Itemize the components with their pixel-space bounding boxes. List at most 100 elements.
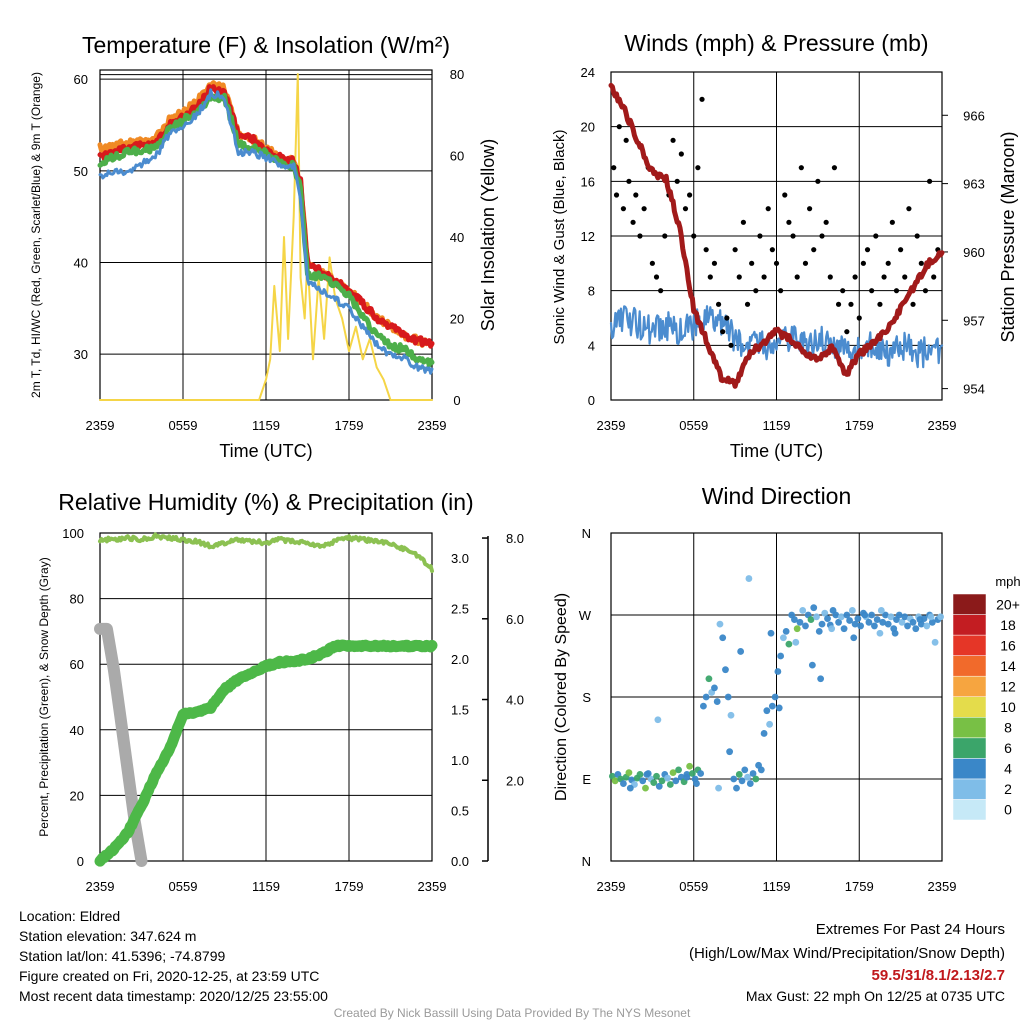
wind-direction-point (733, 784, 740, 792)
wind-direction-point (771, 693, 779, 701)
rh-ytick-label: 80 (70, 592, 84, 607)
wind-direction-point (928, 618, 936, 626)
gust-point (881, 274, 887, 280)
dir-ytick-label: S (582, 690, 591, 705)
wind-direction-point (738, 777, 746, 785)
gust-point (765, 206, 771, 212)
wind-direction-point (763, 707, 771, 715)
wind-direction-point (912, 625, 920, 633)
gust-point (823, 219, 829, 225)
wind-direction-point (700, 702, 707, 710)
temp-yaxis-label: 2m T, Td, HI/WC (Red, Green, Scarlet/Blu… (29, 72, 43, 398)
gust-point (794, 274, 800, 280)
temp-series-1 (97, 92, 435, 368)
wind-direction-point (807, 616, 815, 623)
gust-point (827, 274, 833, 280)
precip-ytick-label: 1.5 (451, 703, 469, 718)
wind-direction-point (854, 615, 862, 623)
gust-point (864, 247, 871, 253)
wind-direction-point (923, 622, 931, 630)
gust-point (898, 247, 904, 253)
gust-point (691, 233, 697, 239)
wind-direction-point (658, 777, 666, 785)
wind-direction-point (620, 780, 627, 787)
wind-direction-point (891, 629, 899, 637)
wind-direction-point (642, 784, 649, 792)
pressure-ytick-label: 963 (963, 177, 985, 192)
wind-panel-title: Winds (mph) & Pressure (mb) (624, 30, 928, 56)
wind-direction-point (904, 622, 911, 630)
gust-point (732, 247, 738, 253)
wind-direction-point (777, 652, 785, 660)
rh-frame (99, 532, 433, 862)
wind-direction-point (711, 684, 718, 692)
rh-xtick-label: 2359 (418, 879, 447, 894)
wind-direction-point (832, 611, 840, 619)
gust-point (715, 301, 722, 307)
dir-xtick-label: 2359 (597, 879, 626, 894)
temp-xtick-label: 2359 (418, 418, 447, 433)
speed-legend-swatch (952, 717, 987, 739)
rh-xtick-label: 1759 (335, 879, 364, 894)
wind-direction-point (821, 609, 829, 617)
dir-ytick-label: W (579, 608, 592, 623)
wind-direction-point (697, 770, 705, 777)
gust-point (699, 96, 705, 102)
gust-point (623, 137, 629, 143)
speed-legend-label: 16 (1000, 637, 1016, 653)
gust-point (914, 233, 920, 239)
wind-direction-point (828, 625, 836, 633)
wind-direction-point (683, 773, 691, 781)
relative-humidity-line (98, 532, 434, 573)
dir-panel-title: Wind Direction (702, 483, 852, 509)
gust-point (852, 274, 858, 280)
wind-direction-point (768, 702, 776, 710)
gust-point (773, 260, 780, 266)
wind-direction-point (730, 775, 738, 783)
wind-direction-point (882, 611, 889, 619)
rh-ytick-label: 20 (70, 788, 84, 803)
dir-xtick-label: 1759 (845, 879, 874, 894)
wind-ytick-label: 24 (581, 65, 595, 80)
wind-xaxis-label: Time (UTC) (730, 441, 823, 461)
wind-direction-point (775, 704, 783, 712)
dir-xtick-label: 2359 (928, 879, 957, 894)
gust-point (641, 206, 647, 212)
temp-ytick-label: 30 (74, 347, 88, 362)
wind-direction-point (850, 634, 858, 642)
wind-direction-point (693, 780, 700, 787)
wind-direction-point (636, 771, 644, 778)
wind-direction-point (611, 777, 619, 785)
wind-direction-point (865, 618, 873, 626)
pressure-ytick-label: 954 (963, 382, 985, 397)
wind-direction-point (757, 766, 765, 774)
gust-point (869, 288, 875, 294)
rh-ytick-label: 60 (70, 657, 84, 672)
dir-ytick-label: N (582, 526, 591, 541)
rh-xtick-label: 0559 (169, 879, 198, 894)
dir-ytick-label: N (582, 854, 591, 869)
wind-direction-point (824, 615, 831, 623)
dir-frame (610, 532, 943, 862)
pressure-ytick-label: 960 (963, 245, 985, 260)
gust-point (906, 206, 912, 212)
wind-direction-point (726, 748, 734, 756)
wind-direction-point (672, 777, 680, 785)
snow-ytick-label: 8.0 (506, 531, 524, 546)
gust-point (844, 329, 850, 335)
wind-direction-point (813, 613, 820, 621)
wind-yaxis-label: Sonic Wind & Gust (Blue, Black) (551, 129, 568, 344)
gust-point (637, 233, 643, 239)
temp-xaxis-label: Time (UTC) (219, 441, 312, 461)
wind-xtick-label: 0559 (679, 418, 708, 433)
temp-ytick-label: 40 (74, 256, 88, 271)
wind-direction-point (815, 628, 823, 635)
gust-point (620, 206, 627, 212)
latlon-text: Station lat/lon: 41.5396; -74.8799 (19, 948, 226, 964)
wind-direction-point (810, 604, 818, 612)
wind-direction-point (861, 611, 869, 619)
rh-ytick-label: 40 (70, 723, 84, 738)
speed-legend-swatch (952, 737, 987, 759)
wind-direction-point (785, 640, 793, 648)
gust-point (682, 206, 689, 212)
